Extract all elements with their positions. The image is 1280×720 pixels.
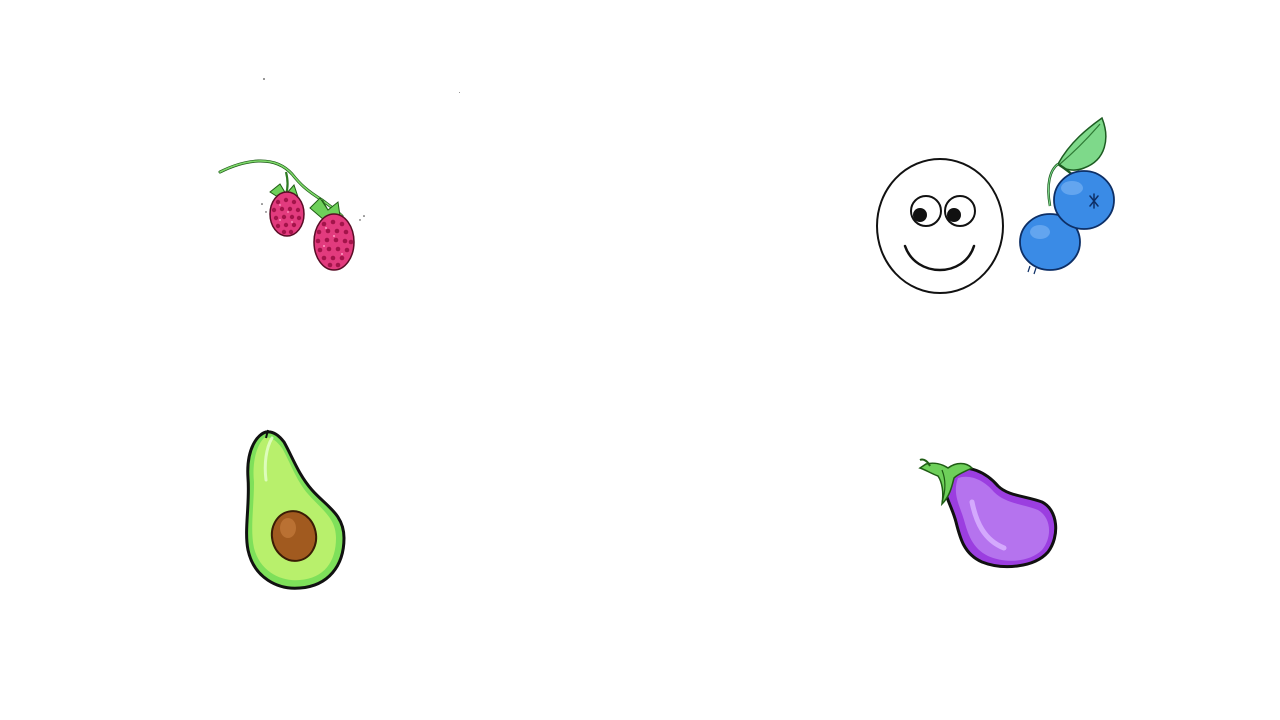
smiley-face-icon[interactable]: [872, 154, 1010, 298]
blueberry-icon[interactable]: [1014, 114, 1122, 276]
stray-dot: [263, 78, 265, 80]
stray-dot: [459, 92, 460, 93]
eggplant-icon[interactable]: [912, 452, 1062, 574]
raspberry-icon[interactable]: [214, 150, 374, 275]
avocado-icon[interactable]: [238, 428, 350, 594]
